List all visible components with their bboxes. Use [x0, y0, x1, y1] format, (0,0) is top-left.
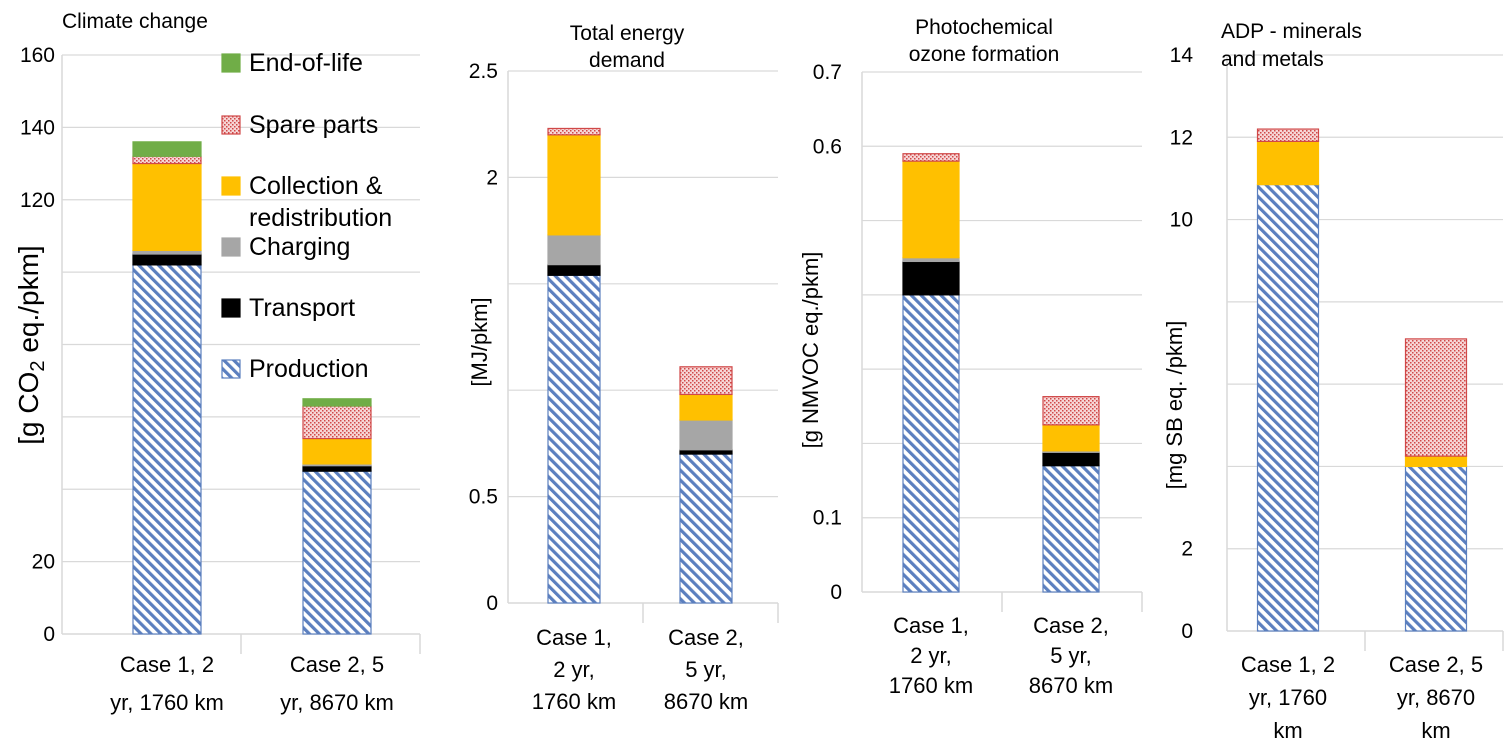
bar-charg-2	[679, 419, 733, 451]
y-tick-label: 160	[20, 44, 55, 67]
legend-swatch	[221, 298, 241, 318]
bar-trans-1	[902, 260, 960, 296]
y-tick-label: 20	[32, 551, 55, 574]
y-tick-label: 2	[486, 166, 498, 189]
x-category-label: Case 2, 5 yr, 8670 km	[280, 652, 394, 715]
bar-prod-1	[1256, 184, 1320, 632]
legend: End-of-life Spare parts Collection & redist…	[221, 49, 392, 383]
y-tick-label: 2	[1181, 538, 1193, 561]
legend-swatch	[221, 359, 241, 379]
bar-coll-2	[679, 393, 733, 421]
legend-label: Production	[249, 355, 369, 383]
y-tick-label: 140	[20, 116, 55, 139]
chart-title: Total energy demand	[570, 22, 685, 72]
x-category-label: Case 1, 2 yr, 1760 km	[110, 652, 224, 715]
bar-eol-1	[132, 141, 202, 157]
bar-coll-1	[547, 134, 601, 236]
legend-swatch	[221, 53, 241, 73]
legend-item-charg: Charging	[221, 233, 350, 261]
bar-spare-2	[1042, 396, 1100, 426]
y-tick-label: 0	[1181, 620, 1193, 643]
legend-item-spare: Spare parts	[221, 111, 378, 139]
y-axis-label: [MJ/pkm]	[467, 297, 492, 386]
bar-spare-2	[1404, 338, 1468, 457]
bar-spare-2	[679, 366, 733, 396]
y-tick-label: 12	[1170, 126, 1193, 149]
y-tick-label: 0.7	[813, 61, 842, 84]
bar-prod-2	[1042, 465, 1100, 593]
x-category-label: Case 1, 2 yr, 1760 km	[532, 625, 616, 714]
y-axis-label: [mg SB eq. /pkm]	[1162, 321, 1187, 490]
y-tick-label: 0.5	[469, 486, 498, 509]
y-tick-label: 120	[20, 189, 55, 212]
x-category-label: Case 2, 5 yr, 8670 km	[664, 625, 748, 714]
bar-trans-2	[302, 465, 372, 472]
y-tick-label: 0	[43, 623, 55, 646]
bar-coll-1	[902, 160, 960, 259]
chart-title: Photochemical ozone formation	[909, 16, 1060, 66]
bar-spare-1	[547, 127, 601, 136]
bar-trans-2	[679, 449, 733, 455]
bar-spare-1	[132, 155, 202, 165]
legend-label: End-of-life	[249, 49, 363, 77]
legend-item-eol: End-of-life	[221, 49, 363, 77]
y-axis-label: [g NMVOC eq./pkm]	[798, 252, 823, 449]
bar-spare-1	[1256, 128, 1320, 143]
bar-coll-2	[302, 437, 372, 465]
y-tick-label: 0	[830, 581, 842, 604]
chart-panel-2: 0 0.5 2 2.5 Case 1, 2 yr, 1760 km Case 2, 5 yr, 8…	[467, 22, 779, 714]
legend-label: Transport	[249, 294, 355, 322]
x-category-label: Case 2, 5 yr, 8670 km	[1029, 613, 1113, 698]
y-tick-label: 0.6	[813, 135, 842, 158]
bar-coll-1	[1256, 140, 1320, 186]
chart-title: ADP - minerals and metals	[1221, 20, 1362, 71]
bar-spare-1	[902, 153, 960, 162]
bar-coll-2	[1042, 424, 1100, 452]
bar-trans-1	[547, 264, 601, 276]
y-tick-label: 0	[486, 592, 498, 615]
bar-prod-1	[547, 274, 601, 604]
bar-coll-2	[1404, 455, 1468, 468]
y-axis-label: [g CO2 eq./pkm]	[13, 245, 49, 444]
bar-prod-1	[902, 294, 960, 593]
chart-panel-3: 0 0.1 0.6 0.7 Case 1, 2 yr, 1760 km Case 2, 5 yr…	[798, 16, 1143, 698]
bar-prod-2	[679, 453, 733, 604]
chart-panel-4: 0 2 10 12 14 Case 1, 2 yr, 1760 km Case 2, 5 yr, …	[1162, 20, 1504, 743]
bar-trans-1	[132, 253, 202, 266]
y-tick-label: 10	[1170, 209, 1193, 232]
legend-label: Collection & redistribution	[249, 172, 392, 232]
bar-trans-2	[1042, 451, 1100, 467]
chart-title: Climate change	[62, 10, 208, 33]
bar-eol-2	[302, 398, 372, 407]
x-category-label: Case 2, 5 yr, 8670 km	[1389, 652, 1483, 743]
y-tick-label: 0.1	[813, 507, 842, 530]
bar-charg-1	[547, 234, 601, 266]
legend-label: Charging	[249, 233, 350, 261]
legend-swatch	[221, 237, 241, 257]
x-category-label: Case 1, 2 yr, 1760 km	[1241, 652, 1335, 743]
legend-item-coll: Collection & redistribution	[221, 172, 392, 232]
bar-prod-1	[132, 264, 202, 635]
bar-prod-2	[1404, 465, 1468, 632]
legend-item-prod: Production	[221, 355, 369, 383]
legend-swatch	[221, 115, 241, 135]
y-tick-label: 14	[1170, 44, 1194, 67]
y-tick-label: 2.5	[469, 60, 498, 83]
chart-panel-1: 0 20 120 140 160 Case 1, 2 yr, 1760 km Case 2, …	[13, 10, 421, 715]
legend-item-trans: Transport	[221, 294, 355, 322]
legend-swatch	[221, 176, 241, 196]
bar-spare-2	[302, 405, 372, 440]
x-category-label: Case 1, 2 yr, 1760 km	[889, 613, 973, 698]
bar-prod-2	[302, 470, 372, 635]
legend-label: Spare parts	[249, 111, 378, 139]
bar-coll-1	[132, 162, 202, 252]
